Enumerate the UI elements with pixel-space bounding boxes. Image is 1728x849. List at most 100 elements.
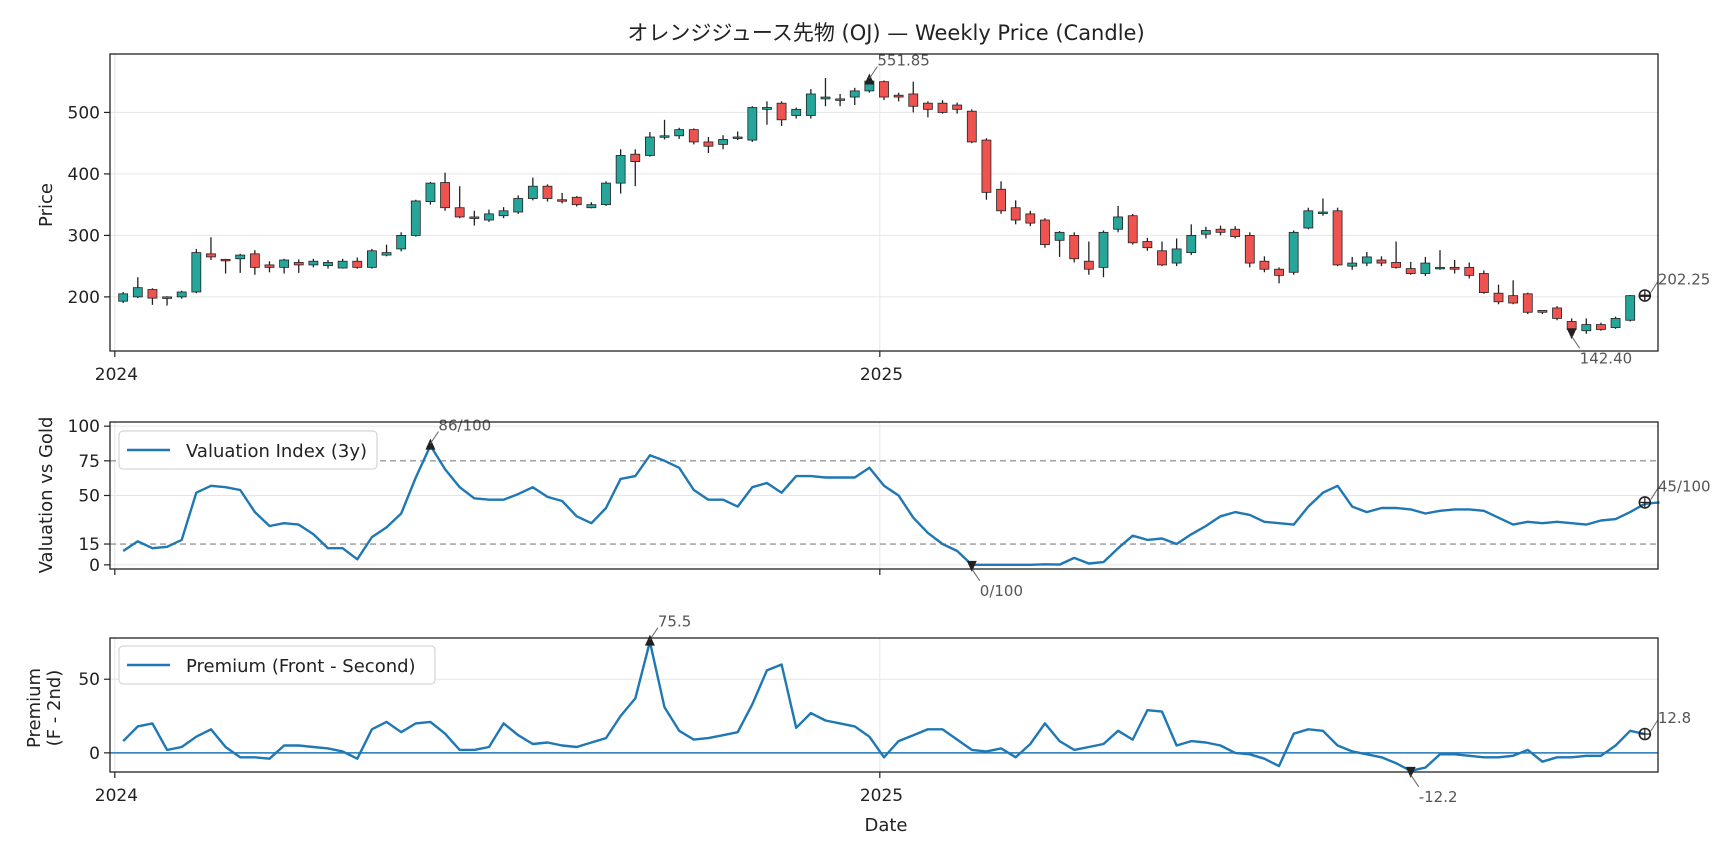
candle-body [323, 262, 333, 266]
premium-ytick-label: 50 [78, 670, 100, 690]
candle-body [791, 108, 802, 116]
candle-body [1200, 230, 1211, 235]
candle-body [893, 94, 904, 98]
candle-body [542, 185, 553, 199]
price-last-marker [1638, 289, 1652, 302]
candle [484, 209, 494, 222]
candle [1244, 232, 1255, 268]
candle-body [601, 182, 611, 206]
candle [937, 100, 948, 114]
candle [688, 128, 699, 145]
candle-body [1347, 262, 1358, 267]
price-ytick-label: 500 [68, 103, 100, 123]
candle [337, 258, 348, 269]
candle [557, 192, 568, 204]
candle-body [805, 93, 816, 116]
premium-last-marker [1638, 727, 1652, 741]
candle [791, 107, 802, 119]
candle [1025, 210, 1036, 227]
candle-body [966, 110, 977, 143]
candle [703, 137, 714, 153]
candle-body [1493, 292, 1504, 303]
candle-body [557, 199, 568, 202]
candle-body [264, 264, 275, 268]
candle-body [615, 155, 626, 184]
candle [1391, 241, 1401, 269]
valuation-grid: 015 50 75 100 [68, 417, 1658, 576]
candle-body [279, 259, 290, 268]
candle-body [367, 250, 377, 268]
candle [1581, 318, 1592, 334]
candle [1069, 232, 1080, 263]
candle-body [630, 153, 641, 163]
candle-body [1478, 273, 1489, 293]
candle [132, 277, 143, 299]
candle-body [1010, 207, 1021, 221]
candle-body [1113, 216, 1124, 230]
candle-body [849, 90, 860, 98]
candle [513, 195, 524, 214]
candle [1318, 198, 1328, 216]
candle [615, 149, 626, 194]
candle [1405, 261, 1416, 275]
candle [1493, 284, 1504, 305]
price-grid: 2024 2025 200 300 400 500 [68, 54, 1658, 385]
valuation-last-marker [1638, 496, 1652, 509]
candle [586, 202, 597, 209]
candle [776, 101, 787, 126]
candle [805, 89, 816, 119]
candle [571, 196, 582, 207]
candle-body [1274, 268, 1284, 276]
candle-body [937, 102, 948, 113]
candle-body [1186, 234, 1197, 254]
premium-annotations: 75.5 -12.2 12.8 [644, 613, 1691, 806]
candle-body [1581, 324, 1592, 332]
candle [601, 181, 611, 206]
candle [118, 291, 129, 304]
candle-body [1625, 295, 1636, 321]
candle [1113, 205, 1124, 233]
candle [1171, 238, 1182, 267]
candle [1230, 226, 1241, 239]
candle-body [776, 102, 787, 121]
candle [191, 248, 202, 294]
premium-ylabel-line2: (F - 2nd) [44, 670, 65, 747]
candle-body [1537, 310, 1548, 313]
candle-body [1142, 241, 1153, 249]
candle [849, 87, 860, 106]
candle [1288, 230, 1299, 275]
candle-body [410, 200, 421, 236]
candle-body [908, 93, 919, 107]
candle [1332, 207, 1343, 267]
candle [235, 253, 246, 273]
candle [879, 80, 889, 101]
valuation-legend: Valuation Index (3y) [118, 430, 378, 470]
valuation-ytick-label: 15 [78, 535, 100, 555]
premium-legend-box [118, 645, 436, 685]
candle [279, 258, 290, 274]
candle-body [762, 107, 772, 110]
candle [1157, 241, 1167, 267]
candle [1449, 259, 1460, 274]
candle-body [513, 198, 524, 213]
valuation-annotations: 86/100 0/100 45/100 [425, 417, 1711, 600]
valuation-ytick-label: 100 [68, 417, 100, 437]
candle-body [425, 182, 436, 202]
premium-last-leader [1650, 719, 1659, 732]
candle [440, 172, 450, 211]
price-ylabel: Price [36, 183, 57, 227]
candle-body [1405, 268, 1416, 274]
candle-body [454, 207, 465, 218]
candle-body [118, 293, 129, 302]
candle-body [1610, 318, 1621, 329]
premium-min-leader [1410, 774, 1420, 788]
candle-body [1244, 234, 1255, 264]
candle [425, 181, 436, 205]
premium-line [122, 640, 1646, 772]
candle-body [1435, 266, 1445, 270]
candle [293, 259, 304, 273]
chart-title: オレンジジュース先物 (OJ) — Weekly Price (Candle) [627, 21, 1144, 45]
candle-body [1552, 307, 1562, 319]
